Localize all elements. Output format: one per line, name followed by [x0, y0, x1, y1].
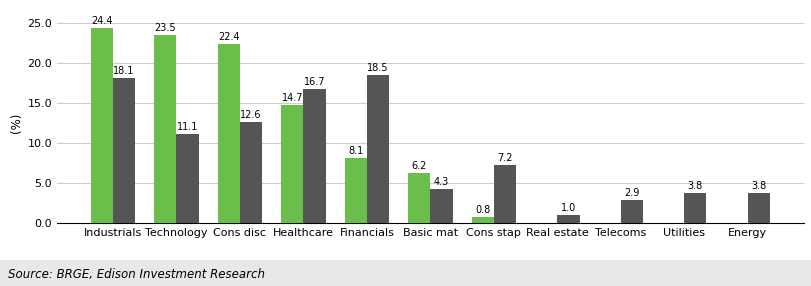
Bar [91, 28, 113, 223]
Text: 6.2: 6.2 [411, 161, 427, 171]
Bar [344, 158, 367, 223]
Text: 8.1: 8.1 [348, 146, 363, 156]
Bar [408, 173, 430, 223]
Bar [367, 75, 388, 223]
Text: 22.4: 22.4 [218, 32, 239, 42]
Text: 16.7: 16.7 [303, 77, 325, 87]
Text: 24.4: 24.4 [91, 16, 113, 26]
Bar [176, 134, 199, 223]
Bar [684, 193, 706, 223]
Bar [471, 217, 493, 223]
Y-axis label: (%): (%) [10, 113, 23, 133]
Text: 0.8: 0.8 [474, 205, 490, 215]
Text: 3.8: 3.8 [687, 181, 702, 191]
Text: 18.5: 18.5 [367, 63, 388, 73]
Text: 7.2: 7.2 [496, 153, 512, 163]
Bar [217, 44, 240, 223]
Text: 14.7: 14.7 [281, 93, 303, 103]
Bar [281, 105, 303, 223]
Text: Source: BRGE, Edison Investment Research: Source: BRGE, Edison Investment Research [8, 268, 265, 281]
Text: 11.1: 11.1 [177, 122, 198, 132]
Bar [556, 215, 579, 223]
Bar [430, 189, 452, 223]
Bar [303, 89, 325, 223]
Bar [747, 193, 769, 223]
Text: 2.9: 2.9 [624, 188, 639, 198]
Bar [620, 200, 642, 223]
Text: 23.5: 23.5 [154, 23, 176, 33]
Text: 3.8: 3.8 [750, 181, 766, 191]
Text: 12.6: 12.6 [240, 110, 261, 120]
Bar [154, 35, 176, 223]
Bar [113, 78, 135, 223]
Text: 4.3: 4.3 [433, 177, 448, 187]
Bar [493, 165, 516, 223]
Text: 1.0: 1.0 [560, 203, 575, 213]
Text: 18.1: 18.1 [114, 66, 135, 76]
Bar [240, 122, 262, 223]
